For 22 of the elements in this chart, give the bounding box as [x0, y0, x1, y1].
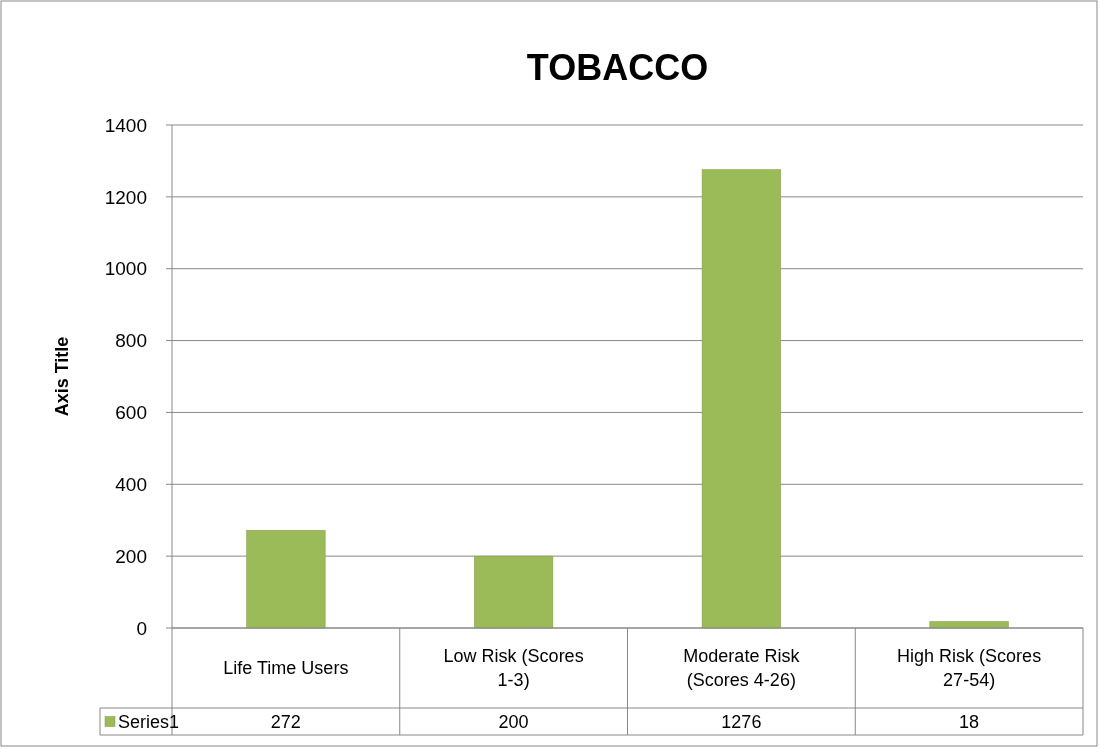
x-tick-label: Life Time Users: [223, 658, 349, 679]
legend-label: Series1: [118, 711, 180, 732]
data-label: 272: [270, 711, 301, 732]
data-label: 200: [498, 711, 529, 732]
x-tick-label: High Risk (Scores 27-54): [897, 646, 1042, 691]
chart-title: TOBACCO: [526, 47, 709, 88]
y-tick-label: 0: [136, 617, 147, 639]
y-tick-label: 400: [115, 473, 147, 495]
y-tick-label: 1200: [104, 186, 147, 208]
y-axis-title: Axis Title: [52, 336, 72, 417]
bar: [474, 555, 554, 629]
y-tick-label: 200: [115, 545, 147, 567]
bar: [701, 169, 781, 629]
x-tick-label: Low Risk (Scores 1-3): [443, 646, 584, 691]
data-label: 1276: [721, 711, 762, 732]
y-tick-label: 600: [115, 402, 147, 424]
bar: [246, 530, 326, 629]
y-tick-label: 800: [115, 330, 147, 352]
y-tick-label: 1000: [104, 258, 147, 280]
x-tick-label: Moderate Risk (Scores 4-26): [683, 646, 801, 691]
data-label: 18: [959, 711, 980, 732]
y-tick-label: 1400: [104, 114, 147, 136]
